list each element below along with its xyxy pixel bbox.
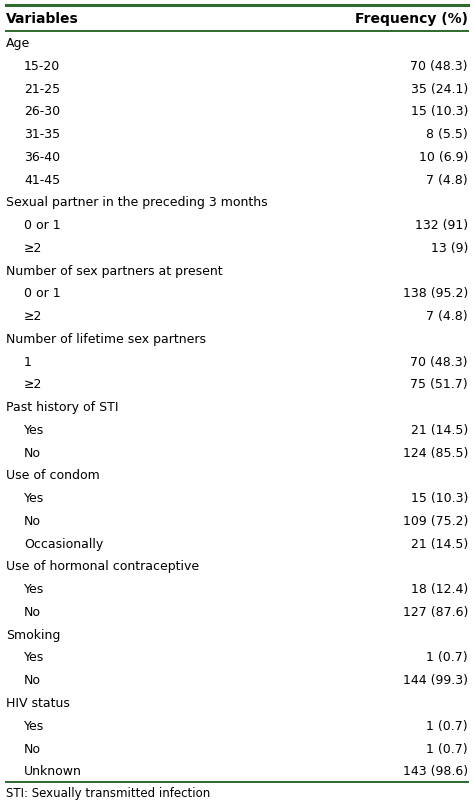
- Text: No: No: [24, 447, 41, 459]
- Text: 18 (12.4): 18 (12.4): [411, 584, 468, 596]
- Text: 127 (87.6): 127 (87.6): [402, 606, 468, 619]
- Text: 144 (99.3): 144 (99.3): [403, 675, 468, 688]
- Text: Occasionally: Occasionally: [24, 538, 103, 550]
- Text: 1 (0.7): 1 (0.7): [427, 720, 468, 733]
- Text: Sexual partner in the preceding 3 months: Sexual partner in the preceding 3 months: [6, 197, 268, 210]
- Text: ≥2: ≥2: [24, 310, 42, 323]
- Text: 21 (14.5): 21 (14.5): [411, 538, 468, 550]
- Text: 1 (0.7): 1 (0.7): [427, 651, 468, 664]
- Text: Use of hormonal contraceptive: Use of hormonal contraceptive: [6, 560, 199, 573]
- Text: Yes: Yes: [24, 584, 44, 596]
- Text: Age: Age: [6, 37, 30, 50]
- Text: 8 (5.5): 8 (5.5): [426, 128, 468, 141]
- Text: Use of condom: Use of condom: [6, 469, 100, 483]
- Text: No: No: [24, 515, 41, 528]
- Text: 138 (95.2): 138 (95.2): [403, 288, 468, 301]
- Text: 0 or 1: 0 or 1: [24, 219, 61, 232]
- Text: ≥2: ≥2: [24, 378, 42, 392]
- Text: 35 (24.1): 35 (24.1): [411, 82, 468, 96]
- Text: 143 (98.6): 143 (98.6): [403, 765, 468, 779]
- Text: 1: 1: [24, 355, 32, 368]
- Text: Unknown: Unknown: [24, 765, 82, 779]
- Text: 15 (10.3): 15 (10.3): [410, 106, 468, 118]
- Text: 70 (48.3): 70 (48.3): [410, 355, 468, 368]
- Text: 21-25: 21-25: [24, 82, 60, 96]
- Text: HIV status: HIV status: [6, 697, 70, 710]
- Text: Smoking: Smoking: [6, 629, 60, 642]
- Text: Number of lifetime sex partners: Number of lifetime sex partners: [6, 333, 206, 346]
- Text: 124 (85.5): 124 (85.5): [402, 447, 468, 459]
- Text: 26-30: 26-30: [24, 106, 60, 118]
- Text: 75 (51.7): 75 (51.7): [410, 378, 468, 392]
- Text: ≥2: ≥2: [24, 242, 42, 255]
- Text: No: No: [24, 742, 41, 755]
- Text: 109 (75.2): 109 (75.2): [402, 515, 468, 528]
- Text: STI: Sexually transmitted infection: STI: Sexually transmitted infection: [6, 787, 210, 800]
- Text: Frequency (%): Frequency (%): [355, 12, 468, 26]
- Text: Yes: Yes: [24, 651, 44, 664]
- Text: Yes: Yes: [24, 720, 44, 733]
- Text: Yes: Yes: [24, 424, 44, 437]
- Text: No: No: [24, 606, 41, 619]
- Text: 1 (0.7): 1 (0.7): [427, 742, 468, 755]
- Text: 7 (4.8): 7 (4.8): [427, 173, 468, 186]
- Text: 15 (10.3): 15 (10.3): [410, 492, 468, 505]
- Text: 15-20: 15-20: [24, 60, 60, 73]
- Text: 36-40: 36-40: [24, 151, 60, 164]
- Text: 41-45: 41-45: [24, 173, 60, 186]
- Text: Number of sex partners at present: Number of sex partners at present: [6, 264, 223, 277]
- Text: 13 (9): 13 (9): [430, 242, 468, 255]
- Text: 10 (6.9): 10 (6.9): [419, 151, 468, 164]
- Text: Variables: Variables: [6, 12, 79, 26]
- Text: 21 (14.5): 21 (14.5): [411, 424, 468, 437]
- Text: 70 (48.3): 70 (48.3): [410, 60, 468, 73]
- Text: Past history of STI: Past history of STI: [6, 401, 118, 414]
- Text: No: No: [24, 675, 41, 688]
- Text: 0 or 1: 0 or 1: [24, 288, 61, 301]
- Text: 31-35: 31-35: [24, 128, 60, 141]
- Text: Yes: Yes: [24, 492, 44, 505]
- Text: 132 (91): 132 (91): [415, 219, 468, 232]
- Text: 7 (4.8): 7 (4.8): [427, 310, 468, 323]
